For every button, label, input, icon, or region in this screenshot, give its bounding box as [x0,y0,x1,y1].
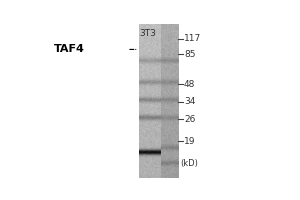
Text: 48: 48 [184,80,195,89]
Text: 3T3: 3T3 [140,29,156,38]
Text: 117: 117 [184,34,201,43]
Text: (kD): (kD) [181,159,198,168]
Text: 19: 19 [184,137,196,146]
Text: 85: 85 [184,50,196,59]
Text: 26: 26 [184,115,195,124]
Text: TAF4: TAF4 [54,44,85,54]
Text: 34: 34 [184,97,195,106]
